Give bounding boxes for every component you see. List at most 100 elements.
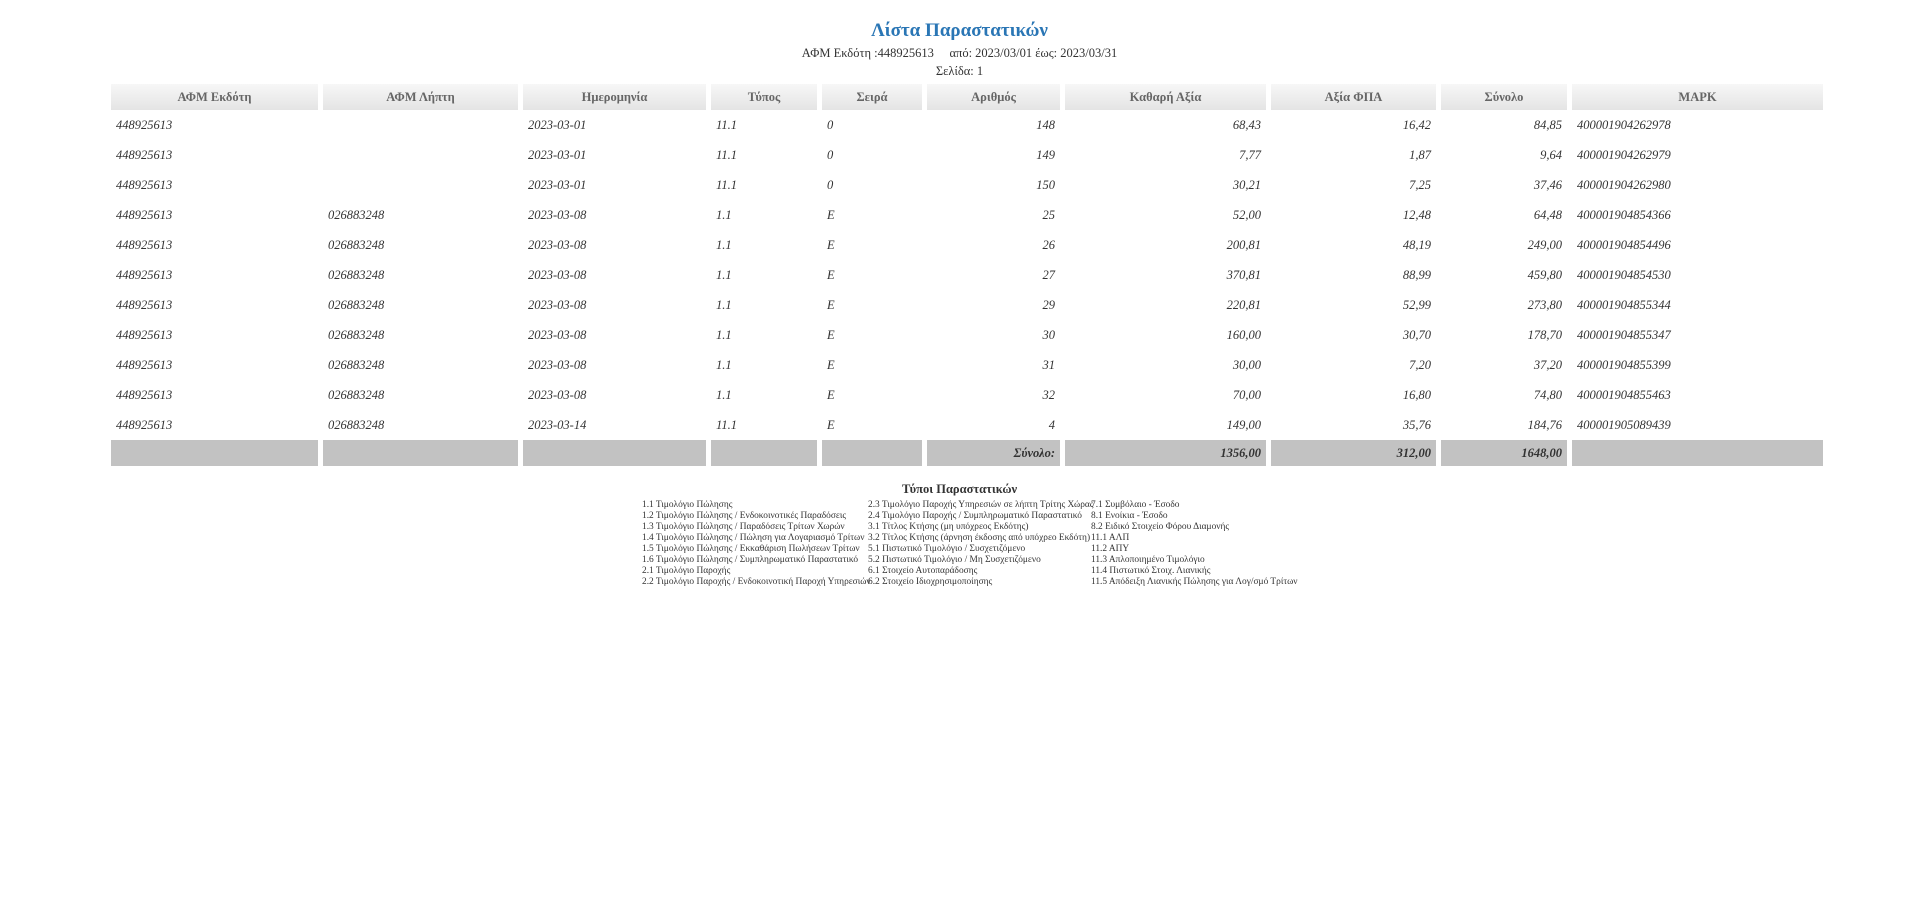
column-header-issuer-vat[interactable]: ΑΦΜ Εκδότη [111, 84, 318, 110]
totals-empty-cell [111, 440, 318, 466]
series-cell: E [827, 207, 835, 222]
type-cell: 1.1 [716, 267, 732, 282]
legend-title: Τύποι Παραστατικών [901, 482, 1018, 496]
totals-empty-cell [1572, 440, 1823, 466]
vat-value-cell: 16,80 [1402, 387, 1431, 402]
legend-item: 1.2 Τιμολόγιο Πώλησης / Ενδοκοινοτικές Π… [642, 511, 847, 521]
table-row[interactable]: 448925613 026883248 2023-03-08 1.1 E 32 70,00 1… [111, 380, 1823, 410]
net-value-cell: 370,81 [1226, 267, 1261, 282]
receiver-vat-cell: 026883248 [328, 297, 385, 312]
legend-item: 6.1 Στοιχείο Αυτοπαράδοσης [868, 566, 978, 576]
table-row[interactable]: 448925613 026883248 2023-03-08 1.1 E 30 160,00… [111, 320, 1823, 350]
mark-cell: 400001904854530 [1577, 267, 1671, 282]
net-value-cell: 200,81 [1226, 237, 1261, 252]
total-cell: 37,20 [1533, 357, 1562, 372]
legend-item: 11.2 ΑΠΥ [1091, 544, 1130, 554]
series-cell: 0 [827, 177, 834, 192]
legend-item: 5.2 Πιστωτικό Τιμολόγιο / Μη Συσχετιζόμε… [868, 555, 1041, 565]
vat-value-cell: 48,19 [1402, 237, 1431, 252]
vat-value-cell: 88,99 [1402, 267, 1431, 282]
legend-item: 7.1 Συμβόλαιο - Έσοδο [1091, 500, 1180, 510]
legend-column: 1.1 Τιμολόγιο Πώλησης 1.2 Τιμολόγιο Πώλησ… [642, 500, 871, 588]
legend-item: 1.3 Τιμολόγιο Πώλησης / Παραδόσεις Τρίτω… [642, 522, 845, 532]
date-cell: 2023-03-08 [528, 297, 587, 312]
type-cell: 1.1 [716, 357, 732, 372]
mark-cell: 400001904855344 [1577, 297, 1671, 312]
legend-column: 7.1 Συμβόλαιο - Έσοδο 8.1 Ενοίκια - Έσοδο… [1091, 500, 1298, 588]
issuer-vat-cell: 448925613 [116, 417, 173, 432]
number-cell: 29 [1042, 297, 1056, 312]
table-row[interactable]: 448925613 2023-03-01 11.1 0 148 68,43 16,42 84,… [111, 110, 1823, 140]
total-cell: 273,80 [1527, 297, 1562, 312]
receiver-vat-cell: 026883248 [328, 387, 385, 402]
column-header-receiver-vat[interactable]: ΑΦΜ Λήπτη [323, 84, 518, 110]
number-cell: 26 [1042, 237, 1056, 252]
date-cell: 2023-03-01 [528, 147, 587, 162]
table-row[interactable]: 448925613 026883248 2023-03-08 1.1 E 26 200,81… [111, 230, 1823, 260]
table-row[interactable]: 448925613 2023-03-01 11.1 0 150 30,21 7,25 37,4… [111, 170, 1823, 200]
legend-item: 3.1 Τίτλος Κτήσης (μη υπόχρεος Εκδότης) [868, 522, 1029, 532]
totals-total: 1648,00 [1441, 440, 1567, 466]
report-meta: ΑΦΜ Εκδότη :448925613 από: 2023/03/01 έω… [801, 46, 1118, 60]
column-header-number[interactable]: Αριθμός [927, 84, 1060, 110]
issuer-vat-cell: 448925613 [116, 207, 173, 222]
net-value-cell: 160,00 [1226, 327, 1261, 342]
date-cell: 2023-03-08 [528, 237, 587, 252]
totals-empty-cell [323, 440, 518, 466]
table-header-row: ΑΦΜ Εκδότη ΑΦΜ Λήπτη Ημερομηνία Τύπος Σε… [111, 84, 1823, 110]
totals-empty-cell [711, 440, 817, 466]
table-row[interactable]: 448925613 2023-03-01 11.1 0 149 7,77 1,87 9,64 4… [111, 140, 1823, 170]
column-header-vat-value[interactable]: Αξία ΦΠΑ [1271, 84, 1436, 110]
column-header-net-value[interactable]: Καθαρή Αξία [1065, 84, 1266, 110]
mark-cell: 400001904855347 [1577, 327, 1671, 342]
vat-value-cell: 52,99 [1402, 297, 1431, 312]
vat-value-cell: 16,42 [1402, 117, 1431, 132]
total-cell: 37,46 [1533, 177, 1562, 192]
series-cell: E [827, 417, 835, 432]
date-cell: 2023-03-08 [528, 327, 587, 342]
table-row[interactable]: 448925613 026883248 2023-03-08 1.1 E 31 30,00 7… [111, 350, 1823, 380]
type-cell: 11.1 [716, 417, 737, 432]
vat-value-cell: 7,25 [1409, 177, 1431, 192]
issuer-vat-cell: 448925613 [116, 267, 173, 282]
net-value-cell: 70,00 [1232, 387, 1261, 402]
receiver-vat-cell [323, 140, 518, 170]
type-cell: 1.1 [716, 297, 732, 312]
column-header-mark[interactable]: ΜΑΡΚ [1572, 84, 1823, 110]
legend-item: 1.5 Τιμολόγιο Πώλησης / Εκκαθάριση Πωλήσ… [642, 544, 860, 554]
type-cell: 11.1 [716, 117, 737, 132]
number-cell: 27 [1042, 267, 1056, 282]
issuer-vat-cell: 448925613 [116, 357, 173, 372]
table-row[interactable]: 448925613 026883248 2023-03-08 1.1 E 29 220,81… [111, 290, 1823, 320]
invoices-table: ΑΦΜ Εκδότη ΑΦΜ Λήπτη Ημερομηνία Τύπος Σε… [106, 84, 1828, 466]
number-cell: 25 [1042, 207, 1056, 222]
total-cell: 9,64 [1540, 147, 1562, 162]
totals-empty-cell [523, 440, 706, 466]
column-header-total[interactable]: Σύνολο [1441, 84, 1567, 110]
net-value-cell: 30,21 [1232, 177, 1261, 192]
total-cell: 249,00 [1527, 237, 1562, 252]
table-row[interactable]: 448925613 026883248 2023-03-08 1.1 E 25 52,00 1… [111, 200, 1823, 230]
mark-cell: 400001904854496 [1577, 237, 1671, 252]
series-cell: E [827, 357, 835, 372]
mark-cell: 400001904855463 [1577, 387, 1671, 402]
mark-cell: 400001904262978 [1577, 117, 1671, 132]
legend-item: 1.1 Τιμολόγιο Πώλησης [642, 500, 733, 510]
type-cell: 11.1 [716, 177, 737, 192]
issuer-vat-cell: 448925613 [116, 237, 173, 252]
issuer-vat-cell: 448925613 [116, 387, 173, 402]
net-value-cell: 149,00 [1226, 417, 1261, 432]
receiver-vat-cell: 026883248 [328, 207, 385, 222]
total-cell: 459,80 [1527, 267, 1562, 282]
table-row[interactable]: 448925613 026883248 2023-03-08 1.1 E 27 370,81… [111, 260, 1823, 290]
legend-item: 5.1 Πιστωτικό Τιμολόγιο / Συσχετιζόμενο [868, 544, 1026, 554]
column-header-series[interactable]: Σειρά [822, 84, 922, 110]
legend-item: 1.4 Τιμολόγιο Πώλησης / Πώληση για Λογαρ… [642, 533, 865, 543]
legend-item: 11.5 Απόδειξη Λιανικής Πώλησης για Λογ/σ… [1091, 577, 1298, 587]
date-cell: 2023-03-08 [528, 357, 587, 372]
table-row[interactable]: 448925613 026883248 2023-03-14 11.1 E 4 149,00… [111, 410, 1823, 440]
vat-value-cell: 30,70 [1402, 327, 1431, 342]
column-header-date[interactable]: Ημερομηνία [523, 84, 706, 110]
column-header-type[interactable]: Τύπος [711, 84, 817, 110]
legend-item: 1.6 Τιμολόγιο Πώλησης / Συμπληρωματικό Π… [642, 555, 859, 565]
